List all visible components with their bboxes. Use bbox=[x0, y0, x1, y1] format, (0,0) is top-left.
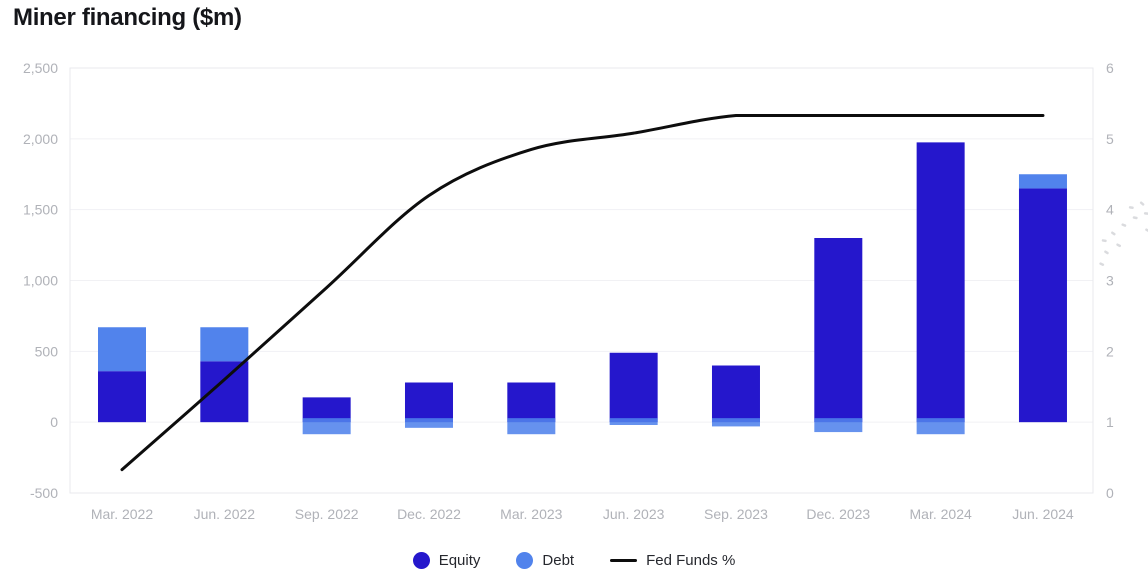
left-axis-tick-label: -500 bbox=[30, 485, 58, 501]
watermark-dash bbox=[1143, 212, 1148, 215]
bar-equity-segment[interactable] bbox=[507, 382, 556, 423]
fed-funds-line bbox=[120, 113, 1045, 472]
legend-label-fed-funds: Fed Funds % bbox=[646, 552, 736, 569]
bar-debt-segment[interactable] bbox=[404, 418, 453, 428]
x-axis-tick-label: Jun. 2022 bbox=[194, 506, 256, 522]
right-axis-tick-label: 4 bbox=[1106, 202, 1114, 218]
watermark-dash bbox=[1099, 262, 1105, 266]
right-axis-tick-label: 0 bbox=[1106, 485, 1114, 501]
left-axis-labels: 2,500 2,000 1,500 1,000 500 0 -500 bbox=[23, 60, 58, 501]
right-axis-labels: 6 5 4 3 2 1 0 bbox=[1106, 60, 1114, 501]
left-axis-tick-label: 1,500 bbox=[23, 202, 58, 218]
bar-debt-segment[interactable] bbox=[814, 418, 863, 433]
x-axis-tick-label: Mar. 2022 bbox=[91, 506, 153, 522]
bar-debt-segment[interactable] bbox=[1018, 174, 1067, 189]
bar-debt-segment[interactable] bbox=[609, 418, 658, 425]
bar-debt-segment[interactable] bbox=[711, 418, 760, 427]
chart-legend: Equity Debt Fed Funds % bbox=[0, 552, 1148, 569]
bar-equity-segment[interactable] bbox=[200, 361, 249, 423]
left-axis-tick-label: 1,000 bbox=[23, 273, 58, 289]
bar-equity-segment[interactable] bbox=[609, 352, 658, 423]
right-axis-tick-label: 3 bbox=[1106, 273, 1114, 289]
right-axis-tick-label: 5 bbox=[1106, 131, 1114, 147]
debt-dot-swatch-icon bbox=[516, 552, 534, 569]
bar-equity-segment[interactable] bbox=[404, 382, 453, 423]
chart-title: Miner financing ($m) bbox=[13, 4, 242, 31]
bar-debt-segment[interactable] bbox=[98, 327, 146, 372]
fed-funds-line-swatch-icon bbox=[610, 559, 638, 562]
bar-equity-segment[interactable] bbox=[1018, 188, 1067, 423]
watermark-dash bbox=[1104, 250, 1109, 255]
x-axis-tick-label: Dec. 2023 bbox=[806, 506, 870, 522]
left-axis-tick-label: 2,500 bbox=[23, 60, 58, 76]
bar-debt-segment[interactable] bbox=[302, 418, 351, 435]
right-axis-tick-label: 6 bbox=[1106, 60, 1114, 76]
left-axis-tick-label: 0 bbox=[50, 414, 58, 430]
bar-equity-segment[interactable] bbox=[98, 371, 146, 423]
left-axis-tick-label: 2,000 bbox=[23, 131, 58, 147]
watermark-dash bbox=[1101, 239, 1107, 243]
x-axis-tick-label: Jun. 2024 bbox=[1012, 506, 1074, 522]
x-axis-tick-label: Sep. 2022 bbox=[295, 506, 359, 522]
x-axis-tick-label: Mar. 2024 bbox=[910, 506, 972, 522]
left-axis-tick-label: 500 bbox=[35, 343, 59, 359]
x-axis-labels: Mar. 2022 Jun. 2022 Sep. 2022 Dec. 2022 Mar.… bbox=[91, 506, 1074, 522]
bar-debt-segment[interactable] bbox=[200, 327, 249, 362]
equity-dot-swatch-icon bbox=[412, 552, 430, 569]
bars-debt bbox=[98, 174, 1067, 435]
legend-label-debt: Debt bbox=[542, 552, 575, 569]
x-axis-tick-label: Jun. 2023 bbox=[603, 506, 665, 522]
bar-debt-segment[interactable] bbox=[507, 418, 556, 435]
plot-border bbox=[69, 67, 1094, 494]
x-axis-tick-label: Sep. 2023 bbox=[704, 506, 768, 522]
bar-equity-segment[interactable] bbox=[916, 142, 965, 423]
watermark-dash bbox=[1121, 223, 1127, 227]
watermark-dash bbox=[1116, 243, 1121, 248]
right-axis-tick-label: 2 bbox=[1106, 343, 1114, 359]
bar-equity-segment[interactable] bbox=[814, 238, 863, 423]
watermark-dash bbox=[1128, 206, 1134, 210]
legend-item-equity[interactable]: Equity bbox=[412, 552, 481, 569]
bars-equity bbox=[98, 142, 1067, 423]
watermark-dash bbox=[1132, 216, 1138, 220]
bar-equity-segment[interactable] bbox=[302, 397, 351, 423]
watermark-dash bbox=[1139, 201, 1145, 206]
legend-item-debt[interactable]: Debt bbox=[516, 552, 574, 569]
x-axis-tick-label: Mar. 2023 bbox=[500, 506, 562, 522]
bar-equity-segment[interactable] bbox=[711, 365, 760, 423]
legend-item-fed-funds[interactable]: Fed Funds % bbox=[610, 552, 735, 569]
right-axis-tick-label: 1 bbox=[1106, 414, 1114, 430]
watermark-dash bbox=[1111, 231, 1116, 236]
x-axis-tick-label: Dec. 2022 bbox=[397, 506, 461, 522]
bar-debt-segment[interactable] bbox=[916, 418, 965, 435]
legend-label-equity: Equity bbox=[438, 552, 481, 569]
